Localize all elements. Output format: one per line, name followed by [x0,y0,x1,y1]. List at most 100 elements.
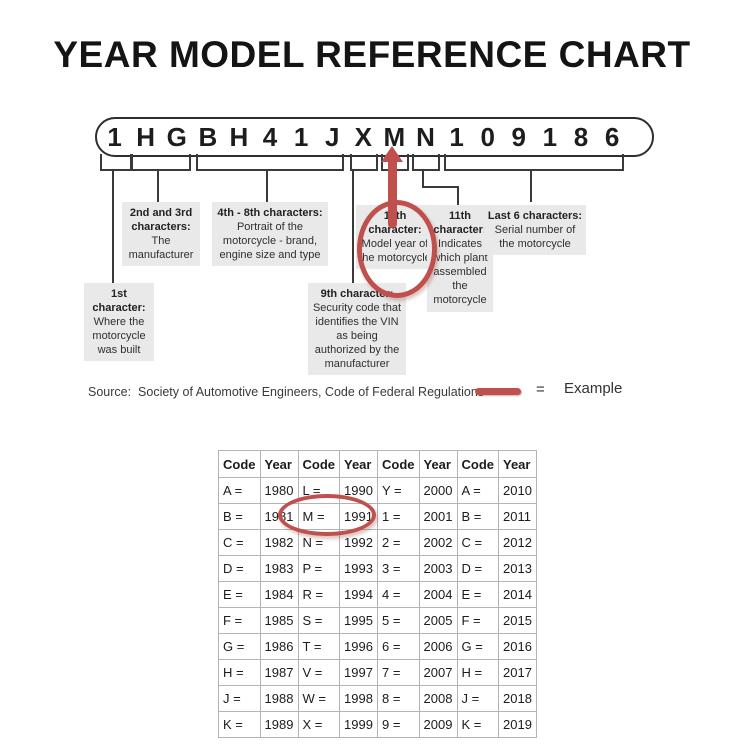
example-arrow-head-icon [381,146,403,162]
vin-character: X [354,121,372,152]
year-table-cell: 9 = [377,711,420,738]
callout-body: Security code that identifies the VIN as… [312,302,402,371]
vin-character: B [198,121,218,152]
year-table-cell: 1993 [339,555,378,582]
year-table-header-cell: Code [297,450,340,478]
bracket-char-9 [350,154,378,171]
vin-character: N [416,121,435,152]
year-table-cell: 1985 [259,607,299,634]
year-table-cell: D = [218,555,261,582]
year-table-cell: 1982 [259,529,299,556]
callout-4th-8th-characters: 4th - 8th characters: Portrait of the mo… [212,202,328,267]
example-arrow-shaft [388,160,397,228]
year-table-header-cell: Year [339,450,378,478]
year-table-cell: B = [456,503,499,530]
year-table-cell: 2003 [418,555,458,582]
vin-character: 9 [511,121,526,152]
year-table-cell: 7 = [377,659,420,686]
stem-chars-4-8 [266,169,268,202]
table-row: K = 1989 X = 1999 9 = 2009 K = 2019 [218,711,537,738]
year-table-cell: 2011 [498,503,537,530]
year-table-cell: F = [456,607,499,634]
example-line-icon [475,388,521,395]
year-table-cell: A = [218,477,261,504]
year-table-cell: 1989 [259,711,299,738]
vin-character: 0 [480,121,495,152]
year-table-cell: 1984 [259,581,299,608]
legend-example-label: Example [564,380,623,397]
callout-body: Indicates which plant assembled the moto… [432,238,488,307]
vin-character: M [383,121,406,152]
table-row: E = 1984 R = 1994 4 = 2004 E = 2014 [218,581,537,608]
table-row: G = 1986 T = 1996 6 = 2006 G = 2016 [218,633,537,660]
stem-char-11-b [422,186,459,188]
year-table-cell: 2006 [418,633,458,660]
source-attribution: Source: Society of Automotive Engineers,… [88,385,485,399]
year-table-cell: 5 = [377,607,420,634]
year-table-cell: 2012 [498,529,537,556]
year-table-cell: E = [218,581,261,608]
table-row: J = 1988 W = 1998 8 = 2008 J = 2018 [218,685,537,712]
year-table-cell: X = [297,711,340,738]
example-circle-m-1991 [278,494,376,536]
stem-char-11-c [457,186,459,205]
year-table-cell: 1999 [339,711,378,738]
year-table-cell: K = [218,711,261,738]
year-table-body: A = 1980 L = 1990 Y = 2000 A = 2010 B = 1981 M = 19… [218,477,537,738]
vin-character: J [324,121,340,152]
year-table-cell: 3 = [377,555,420,582]
year-table-header-cell: Year [498,450,537,478]
callout-body: Where the motorcycle was built [92,316,146,357]
year-table-cell: 2014 [498,581,537,608]
year-table-cell: 6 = [377,633,420,660]
stem-char-1 [112,169,114,283]
year-table-cell: 1994 [339,581,378,608]
vin-character: 1 [107,121,122,152]
year-table-cell: R = [297,581,340,608]
year-code-table: Code Year Code Year Code Year Code Year A = 1980… [218,450,537,738]
year-table-header-cell: Code [377,450,420,478]
vin-character: 1 [542,121,558,152]
year-table-cell: 2019 [498,711,537,738]
year-table-cell: A = [456,477,499,504]
year-table-cell: 8 = [377,685,420,712]
vin-character: 1 [449,121,464,152]
callout-heading: 9th character: [320,288,394,300]
year-table-cell: Y = [377,477,420,504]
year-table-cell: G = [456,633,499,660]
year-table-cell: J = [218,685,261,712]
bracket-last-6-chars [444,154,624,171]
year-table-cell: 2007 [418,659,458,686]
year-table-header-cell: Year [259,450,299,478]
year-table-cell: D = [456,555,499,582]
table-row: B = 1981 M = 1991 1 = 2001 B = 2011 [218,503,537,530]
year-table-cell: 2010 [498,477,537,504]
vin-character: 4 [262,121,278,152]
legend-equals-sign: = [536,381,545,398]
year-table-cell: 2013 [498,555,537,582]
stem-char-9 [352,169,354,283]
year-table-cell: 2002 [418,529,458,556]
year-table-cell: J = [456,685,499,712]
callout-11th-character: 11th character: Indicates which plant as… [427,205,493,312]
callout-last-6-characters: Last 6 characters: Serial number of the … [484,205,586,256]
year-table-cell: P = [297,555,340,582]
year-table-cell: 1997 [339,659,378,686]
year-table-cell: 1 = [377,503,420,530]
year-table-cell: 2016 [498,633,537,660]
table-row: C = 1982 N = 1992 2 = 2002 C = 2012 [218,529,537,556]
year-table-header: Code Year Code Year Code Year Code Year [218,450,537,478]
callout-heading: 11th character: [433,210,487,237]
stem-last-6-chars [530,169,532,202]
callout-heading: 2nd and 3rd characters: [129,207,193,234]
year-table-cell: 2004 [418,581,458,608]
table-row: F = 1985 S = 1995 5 = 2005 F = 2015 [218,607,537,634]
year-table-header-cell: Year [418,450,458,478]
callout-body: The manufacturer [128,235,194,262]
year-table-cell: 4 = [377,581,420,608]
year-table-cell: V = [297,659,340,686]
bracket-chars-2-3 [131,154,191,171]
year-table-cell: 1995 [339,607,378,634]
year-table-cell: T = [297,633,340,660]
